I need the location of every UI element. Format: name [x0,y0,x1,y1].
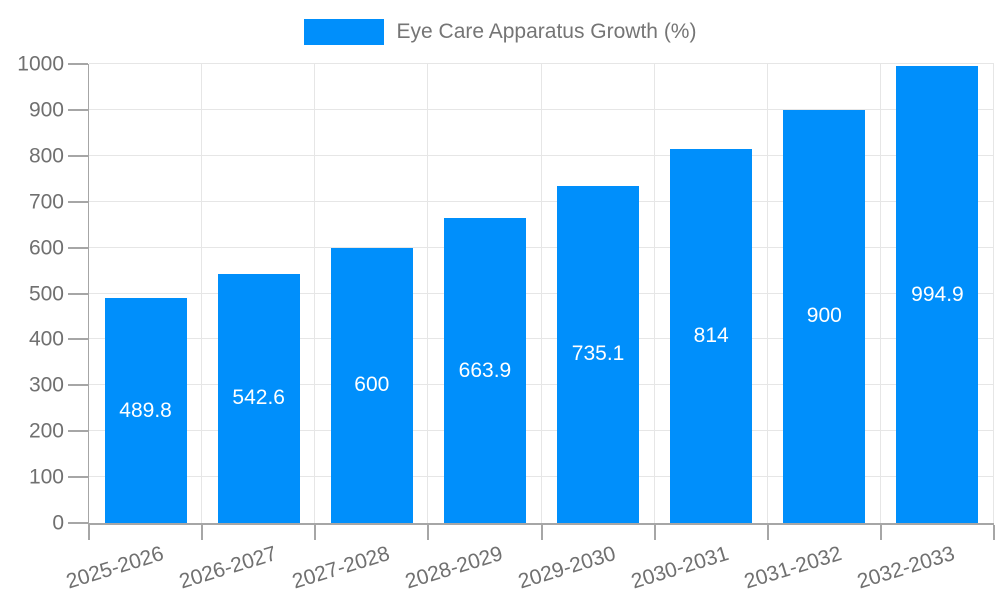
y-axis-tick [68,63,88,65]
x-axis-tick [653,525,656,540]
bar-value-label: 542.6 [232,386,285,410]
y-axis-tick-label: 100 [28,465,64,489]
plot-area [88,64,994,525]
chart-legend: Eye Care Apparatus Growth (%) [0,17,1000,47]
chart-bar[interactable] [557,185,640,523]
x-axis-tick [879,525,882,540]
chart-bar[interactable] [104,298,187,523]
x-axis-tick [88,525,90,540]
y-gridline [89,384,994,386]
x-gridline [427,64,429,523]
bar-value-label: 489.8 [119,398,172,422]
y-axis-tick-label: 300 [28,373,64,397]
x-axis-tick [314,525,317,540]
y-axis-tick-label: 400 [28,327,64,351]
y-gridline [89,246,994,248]
y-gridline [89,154,994,156]
y-axis-tick [68,522,88,524]
legend-color-swatch [303,19,384,45]
x-axis-tick [201,525,204,540]
bar-value-label: 663.9 [458,358,512,382]
y-axis-tick [68,246,88,249]
y-axis-tick [68,292,88,295]
chart-bar[interactable] [896,66,979,523]
y-axis-tick [68,154,88,157]
y-gridline [89,338,994,340]
chart-bar[interactable] [783,109,866,523]
y-axis-tick-label: 800 [28,144,64,168]
x-axis-tick [766,525,769,540]
x-gridline [201,64,203,523]
bar-value-label: 900 [806,304,842,328]
y-gridline [89,430,994,432]
y-axis-tick-label: 600 [28,236,64,260]
y-axis-tick [68,200,88,203]
chart-bar[interactable] [443,218,526,523]
x-gridline [993,64,994,523]
legend-series-label: Eye Care Apparatus Growth (%) [396,20,697,43]
y-axis-tick-label: 900 [28,98,64,122]
x-axis-tick [427,525,430,540]
y-axis-tick-label: 1000 [17,52,64,76]
y-axis-tick [68,476,88,479]
y-axis-tick-label: 500 [28,282,64,305]
chart-bar[interactable] [217,273,300,523]
x-gridline [314,64,316,523]
x-gridline [766,64,768,523]
chart-bar[interactable] [670,149,753,523]
x-axis-tick [993,525,995,540]
x-gridline [879,64,881,523]
y-axis-tick [68,108,88,111]
x-gridline [653,64,655,523]
y-gridline [89,200,994,202]
bar-value-label: 735.1 [571,342,625,366]
y-axis-tick-label: 0 [52,511,64,535]
y-axis-tick [68,338,88,341]
bar-value-label: 994.9 [911,282,964,306]
y-gridline [89,63,994,64]
y-axis-tick-label: 200 [28,419,64,443]
y-axis-tick-label: 700 [28,190,64,214]
y-gridline [89,476,994,478]
x-gridline [540,64,542,523]
bar-value-label: 600 [354,373,390,397]
x-axis-tick [540,525,543,540]
y-gridline [89,292,994,294]
y-axis-tick [68,430,88,433]
y-gridline [89,108,994,110]
chart-bar[interactable] [330,247,413,523]
bar-value-label: 814 [693,324,729,348]
y-axis-tick [68,384,88,387]
